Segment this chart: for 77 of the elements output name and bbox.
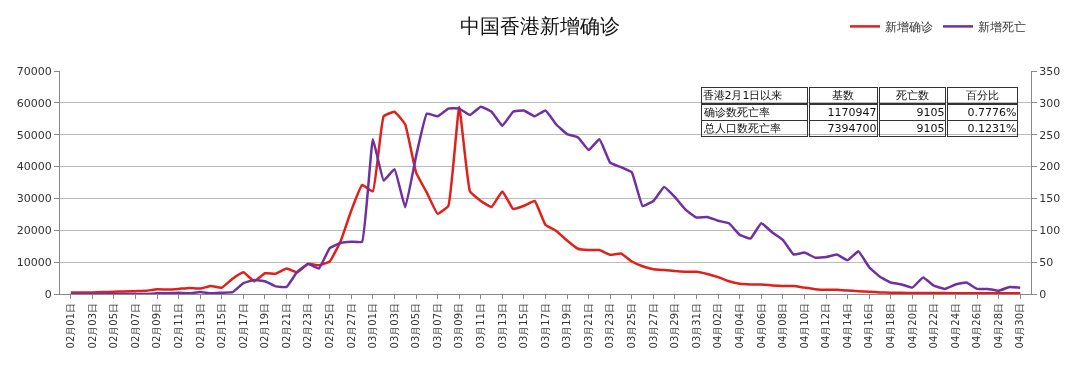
annotation: 1170947: [827, 106, 877, 120]
x-tick-label: 02月15日: [216, 303, 228, 349]
y2-tick-label: 300: [1039, 96, 1061, 110]
y2-tick-label: 150: [1039, 192, 1061, 206]
x-tick-label: 02月27日: [345, 303, 357, 349]
y-tick-label: 70000: [16, 64, 52, 78]
annotation: 总人口数死亡率: [702, 122, 781, 136]
legend-label: 新增死亡: [978, 20, 1026, 35]
x-tick-label: 04月26日: [971, 303, 983, 349]
y2-tick-label: 100: [1039, 224, 1061, 238]
y2-tick-label: 200: [1039, 160, 1061, 174]
x-tick-label: 02月19日: [259, 303, 271, 349]
x-tick-label: 03月07日: [431, 303, 443, 349]
y2-tick-label: 350: [1039, 64, 1061, 78]
x-tick-label: 04月06日: [755, 303, 767, 349]
x-tick-label: 04月02日: [712, 303, 724, 349]
x-tick-label: 04月14日: [841, 303, 853, 349]
x-tick-label: 02月05日: [108, 303, 120, 349]
x-tick-label: 03月09日: [453, 303, 465, 349]
x-tick-label: 02月21日: [280, 303, 292, 349]
x-tick-label: 02月11日: [172, 303, 184, 349]
x-tick-label: 02月17日: [237, 303, 249, 349]
x-tick-label: 02月09日: [151, 303, 163, 349]
y2-tick-label: 250: [1039, 128, 1061, 142]
chart-title: 中国香港新增确诊: [460, 14, 620, 39]
annotation: 9105: [916, 106, 945, 120]
annotation: 百分比: [965, 89, 999, 103]
x-tick-label: 03月29日: [669, 303, 681, 349]
annotation: 0.7776%: [967, 106, 1017, 120]
x-tick-label: 03月17日: [539, 303, 551, 349]
y-tick-label: 10000: [16, 255, 52, 269]
x-tick-label: 03月13日: [496, 303, 508, 349]
x-tick-label: 02月07日: [129, 303, 141, 349]
x-tick-label: 02月13日: [194, 303, 206, 349]
x-tick-label: 03月11日: [475, 303, 487, 349]
annotation: 7394700: [827, 122, 877, 136]
x-tick-label: 04月04日: [733, 303, 745, 349]
x-tick-label: 04月28日: [992, 303, 1004, 349]
x-tick-label: 03月27日: [647, 303, 659, 349]
x-tick-label: 03月15日: [518, 303, 530, 349]
x-tick-label: 04月18日: [884, 303, 896, 349]
annotation: 死亡数: [895, 89, 929, 103]
x-tick-label: 04月10日: [798, 303, 810, 349]
x-tick-label: 03月25日: [626, 303, 638, 349]
y2-tick-label: 0: [1039, 287, 1047, 301]
x-tick-label: 03月23日: [604, 303, 616, 349]
y-tick-label: 20000: [16, 224, 52, 238]
x-tick-label: 02月25日: [323, 303, 335, 349]
x-tick-label: 04月22日: [928, 303, 940, 349]
y2-tick-label: 50: [1039, 255, 1054, 269]
legend-label: 新增确诊: [885, 20, 933, 35]
annotation: 确诊数死亡率: [702, 106, 770, 120]
x-tick-label: 03月31日: [690, 303, 702, 349]
annotation: 香港2月1日以来: [702, 89, 783, 103]
x-tick-label: 02月23日: [302, 303, 314, 349]
y-tick-label: 30000: [16, 192, 52, 206]
x-tick-label: 03月01日: [367, 303, 379, 349]
x-tick-label: 02月01日: [65, 303, 77, 349]
y-tick-label: 50000: [16, 128, 52, 142]
y-tick-label: 40000: [16, 160, 52, 174]
x-tick-label: 04月24日: [949, 303, 961, 349]
x-tick-label: 04月20日: [906, 303, 918, 349]
x-tick-label: 04月08日: [777, 303, 789, 349]
x-tick-label: 03月03日: [388, 303, 400, 349]
annotation: 0.1231%: [967, 122, 1017, 136]
annotation: 基数: [832, 89, 855, 103]
x-tick-label: 04月12日: [820, 303, 832, 349]
x-tick-label: 03月05日: [410, 303, 422, 349]
x-tick-label: 03月21日: [582, 303, 594, 349]
x-tick-label: 03月19日: [561, 303, 573, 349]
line-series: [69, 105, 1022, 294]
y-tick-label: 0: [44, 287, 52, 301]
y-tick-label: 60000: [16, 96, 52, 110]
x-tick-label: 04月30日: [1014, 303, 1026, 349]
x-tick-label: 02月03日: [86, 303, 98, 349]
x-tick-label: 04月16日: [863, 303, 875, 349]
annotation: 9105: [916, 122, 945, 136]
